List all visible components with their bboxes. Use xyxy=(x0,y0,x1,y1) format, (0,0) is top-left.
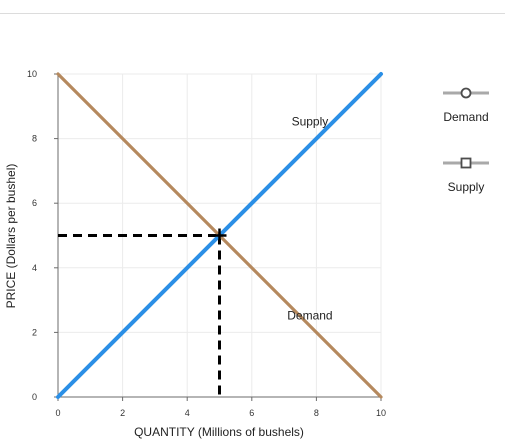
y-tick-label-4: 4 xyxy=(32,263,37,273)
x-tick-label-8: 8 xyxy=(314,408,319,418)
equilibrium-plus-icon[interactable] xyxy=(212,228,227,243)
equilibrium-marker-group[interactable] xyxy=(212,228,227,243)
y-tick-label-8: 8 xyxy=(32,134,37,144)
curve-label-demand: Demand xyxy=(287,308,332,322)
legend-supply[interactable]: Supply xyxy=(436,156,496,194)
x-axis-title: QUANTITY (Millions of bushels) xyxy=(134,425,304,439)
demand-legend-circle-icon xyxy=(443,87,489,99)
supply-legend-square-icon xyxy=(443,157,489,169)
y-tick-label-10: 10 xyxy=(27,69,37,79)
y-axis-title: PRICE (Dollars per bushel) xyxy=(4,164,18,309)
y-tick-label-2: 2 xyxy=(32,327,37,337)
x-tick-label-2: 2 xyxy=(120,408,125,418)
x-tick-label-10: 10 xyxy=(376,408,386,418)
x-tick-label-6: 6 xyxy=(249,408,254,418)
y-tick-label-6: 6 xyxy=(32,198,37,208)
curve-labels: Supply Demand xyxy=(287,115,332,323)
legend-supply-label: Supply xyxy=(447,180,485,194)
tick-labels: 0 2 4 6 8 10 0 2 4 6 8 10 xyxy=(27,69,386,418)
y-tick-label-0: 0 xyxy=(32,392,37,402)
top-divider xyxy=(0,13,505,14)
equilibrium-guides xyxy=(58,234,221,397)
curve-label-supply: Supply xyxy=(292,115,329,129)
x-tick-label-0: 0 xyxy=(55,408,60,418)
legend-demand[interactable]: Demand xyxy=(436,86,496,124)
x-tick-label-4: 4 xyxy=(185,408,190,418)
legend-demand-label: Demand xyxy=(443,110,489,124)
